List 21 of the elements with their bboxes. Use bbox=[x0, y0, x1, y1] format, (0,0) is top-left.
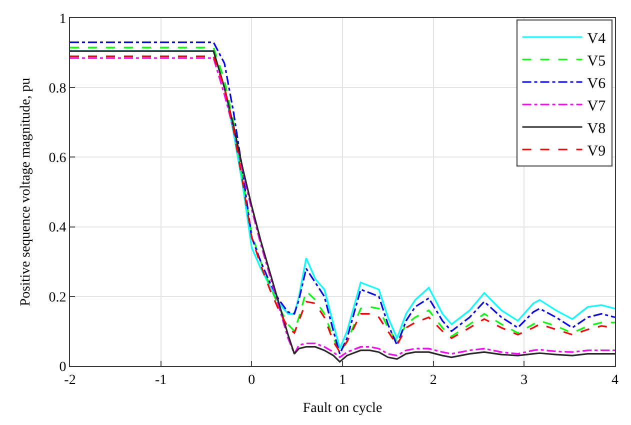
x-tick-label: 3 bbox=[520, 372, 528, 388]
legend-label: V5 bbox=[587, 53, 606, 70]
legend-label: V9 bbox=[587, 143, 606, 160]
x-tick-label: 4 bbox=[612, 372, 618, 388]
legend-label: V6 bbox=[587, 76, 606, 92]
x-tick-label: 0 bbox=[248, 372, 256, 388]
legend-label: V4 bbox=[587, 30, 606, 47]
x-tick-label: 1 bbox=[339, 372, 346, 388]
y-tick-label: 0.6 bbox=[48, 151, 66, 166]
y-tick-label: 0.4 bbox=[48, 220, 66, 236]
x-tick-label: -2 bbox=[64, 372, 76, 388]
y-tick-label: 1 bbox=[59, 12, 66, 27]
x-tick-label: 2 bbox=[430, 372, 437, 388]
y-tick-label: 0.2 bbox=[48, 290, 66, 306]
legend-label: V8 bbox=[587, 120, 606, 137]
x-tick-label: -1 bbox=[154, 372, 167, 388]
legend-label: V7 bbox=[587, 98, 606, 114]
y-tick-label: 0.8 bbox=[48, 82, 66, 96]
x-axis-title: Fault on cycle bbox=[302, 401, 382, 416]
y-axis-title: Positive sequence voltage magnitude, pu bbox=[18, 78, 34, 306]
y-tick-label: 0 bbox=[59, 360, 66, 375]
